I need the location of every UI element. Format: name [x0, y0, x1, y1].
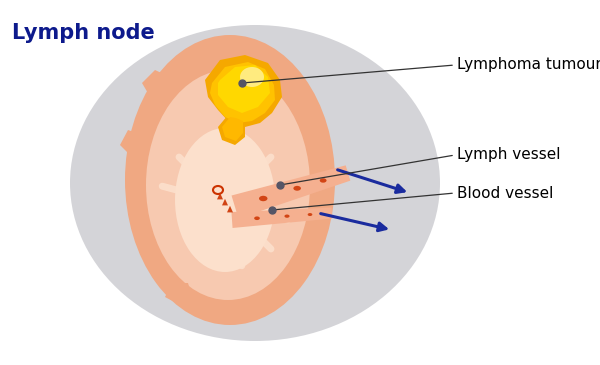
Ellipse shape	[175, 128, 275, 272]
Polygon shape	[232, 165, 350, 219]
Ellipse shape	[70, 25, 440, 341]
Ellipse shape	[254, 216, 260, 220]
Ellipse shape	[320, 178, 326, 182]
Polygon shape	[222, 117, 243, 141]
Polygon shape	[218, 65, 270, 113]
Polygon shape	[217, 193, 223, 199]
Text: Lymphoma tumour: Lymphoma tumour	[457, 58, 600, 73]
Polygon shape	[232, 208, 332, 228]
Text: Lymph node: Lymph node	[12, 23, 155, 43]
Polygon shape	[210, 62, 275, 123]
Polygon shape	[165, 283, 192, 305]
Polygon shape	[222, 199, 228, 205]
Ellipse shape	[146, 70, 310, 300]
Polygon shape	[142, 70, 170, 100]
Polygon shape	[218, 115, 245, 145]
Polygon shape	[205, 55, 282, 127]
Ellipse shape	[125, 35, 335, 325]
Polygon shape	[227, 206, 233, 212]
Ellipse shape	[308, 213, 313, 216]
Ellipse shape	[284, 215, 290, 218]
Ellipse shape	[240, 67, 264, 87]
Polygon shape	[120, 130, 142, 155]
Ellipse shape	[293, 186, 301, 191]
Ellipse shape	[259, 196, 268, 201]
Text: Blood vessel: Blood vessel	[457, 185, 553, 200]
Ellipse shape	[197, 165, 253, 241]
Text: Lymph vessel: Lymph vessel	[457, 147, 560, 162]
